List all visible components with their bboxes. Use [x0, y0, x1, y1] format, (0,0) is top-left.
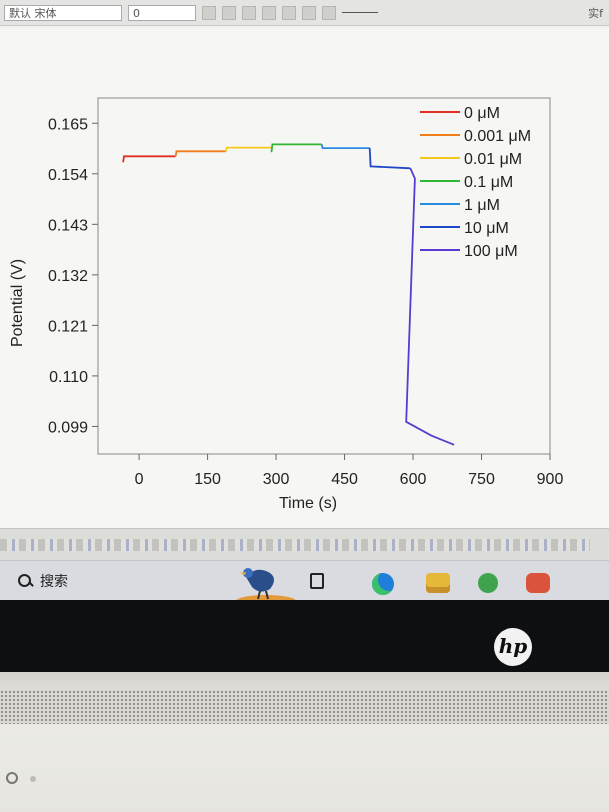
- series-line: [368, 148, 411, 170]
- series-line: [122, 155, 176, 163]
- line-style-label: 实f: [588, 6, 603, 20]
- x-axis: 0 150 300 450 600 750 900: [135, 454, 564, 488]
- legend-label: 0.1 μM: [464, 174, 513, 191]
- legend-label: 10 μM: [464, 220, 509, 237]
- x-tick-label: 300: [263, 471, 290, 488]
- microphone-icon: [30, 776, 36, 782]
- italic-button[interactable]: [222, 5, 236, 20]
- series-line: [405, 167, 455, 446]
- x-axis-label: Time (s): [279, 495, 337, 512]
- series-layer: [122, 143, 455, 446]
- series-line: [320, 144, 370, 149]
- bottom-toolbar: [0, 528, 609, 561]
- bottom-toolbar-buttons[interactable]: [0, 539, 590, 551]
- font-size-field[interactable]: 0: [128, 4, 196, 21]
- legend-label: 100 μM: [464, 243, 518, 260]
- app-red-icon[interactable]: [526, 573, 550, 593]
- graph-page: 0.165 0.154 0.143 0.132 0.121 0.110 0.099 0 150…: [0, 28, 609, 528]
- underline-button[interactable]: [242, 5, 256, 20]
- series-line: [224, 146, 272, 152]
- legend-label: 0.001 μM: [464, 128, 531, 145]
- y-axis: 0.165 0.154 0.143 0.132 0.121 0.110 0.099: [48, 116, 98, 436]
- edge-browser-icon[interactable]: [372, 573, 394, 595]
- y-tick-label: 0.099: [48, 419, 88, 436]
- power-icon[interactable]: [6, 772, 18, 784]
- font-name-select[interactable]: 默认 宋体: [4, 4, 122, 21]
- monitor-screen: 默认 宋体 0 实f 0.165 0.154 0.143 0.132 0.121 0.11…: [0, 0, 609, 600]
- bird-illustration-icon: [236, 568, 296, 600]
- y-tick-label: 0.154: [48, 167, 88, 184]
- editor-toolbar: 默认 宋体 0 实f: [0, 0, 609, 26]
- plot-frame: [97, 97, 551, 455]
- x-tick-label: 900: [537, 471, 564, 488]
- search-icon: [18, 574, 32, 588]
- file-explorer-icon[interactable]: [426, 573, 450, 593]
- x-tick-label: 750: [468, 471, 495, 488]
- hp-logo: hp: [494, 628, 532, 666]
- series-line: [174, 150, 226, 157]
- task-view-icon[interactable]: [310, 573, 324, 589]
- y-tick-label: 0.165: [48, 116, 88, 133]
- line-color-button[interactable]: [322, 5, 336, 20]
- speaker-grille: [0, 690, 609, 724]
- legend-label: 0 μM: [464, 105, 500, 122]
- text-color-button[interactable]: [262, 5, 276, 20]
- align-button[interactable]: [282, 5, 296, 20]
- x-tick-label: 150: [194, 471, 221, 488]
- legend-label: 0.01 μM: [464, 151, 522, 168]
- taskbar-search[interactable]: 搜索: [18, 571, 68, 591]
- x-tick-label: 600: [400, 471, 427, 488]
- bold-button[interactable]: [202, 5, 216, 20]
- y-tick-label: 0.132: [48, 268, 88, 285]
- chart-legend: 0 μM 0.001 μM 0.01 μM 0.1 μM 1 μM 10 μM 100 μM: [420, 105, 531, 260]
- windows-taskbar: 搜索: [0, 560, 609, 600]
- line-style-sample[interactable]: [342, 12, 378, 13]
- y-tick-label: 0.143: [48, 217, 88, 234]
- search-label: 搜索: [40, 574, 68, 590]
- laptop-bezel: hp: [0, 600, 609, 672]
- series-line: [270, 143, 322, 153]
- x-tick-label: 0: [135, 471, 144, 488]
- x-tick-label: 450: [331, 471, 358, 488]
- y-tick-label: 0.121: [48, 318, 88, 335]
- potential-time-chart: 0.165 0.154 0.143 0.132 0.121 0.110 0.099 0 150…: [9, 97, 564, 512]
- y-axis-label: Potential (V): [9, 259, 26, 347]
- legend-label: 1 μM: [464, 197, 500, 214]
- y-tick-label: 0.110: [49, 369, 88, 386]
- fill-color-button[interactable]: [302, 5, 316, 20]
- app-bottle-icon[interactable]: [478, 573, 498, 593]
